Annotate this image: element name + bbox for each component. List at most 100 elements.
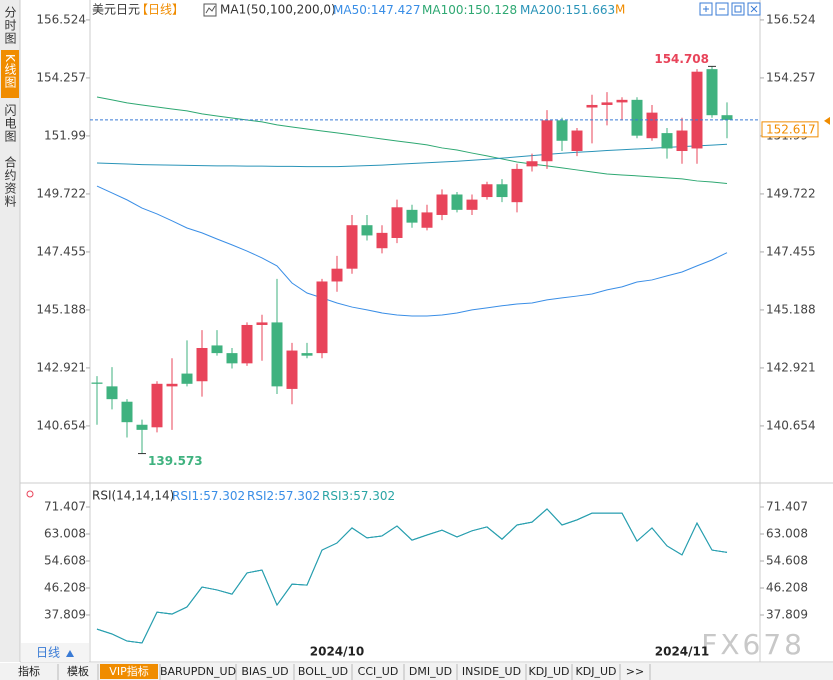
candle-body [451,194,463,210]
sidebar-tab[interactable] [1,152,19,212]
candle-body [166,383,178,387]
candle-body [361,225,373,236]
y-tick-label: 149.722 [766,186,816,200]
toolbar-item[interactable]: BIAS_UD [241,665,288,678]
sidebar-tab-label[interactable]: 分时图 [3,6,17,45]
period-tab[interactable] [21,643,89,662]
toolbar-item[interactable]: INSIDE_UD [462,665,521,678]
menu-button[interactable]: M [615,3,625,17]
y-tick-label: 63.008 [44,526,86,540]
candle-body [556,120,568,141]
y-tick-label: 154.257 [36,70,86,84]
indicator-label: MA1(50,100,200,0) [220,3,336,17]
toolbar-item-bg [100,664,158,679]
candle-body [376,232,388,249]
legend-text: MA100 [422,3,463,17]
last-price-tag [761,121,819,138]
candle-body [586,104,598,108]
candle-body [406,209,418,223]
legend-text: MA200 [520,3,561,17]
toolbar-item[interactable]: BARUPDN_UD [160,665,236,678]
sidebar-tab-label[interactable]: 闪电图 [3,104,17,143]
candle-body [496,184,508,198]
candle-body [466,199,478,210]
toolbar-item[interactable]: DMI_UD [409,665,452,678]
y-tick-label: 156.524 [36,12,86,26]
last-price-arrow [824,116,830,125]
rsi-line [96,508,728,644]
candle-body [541,120,553,162]
candle-body [391,207,403,238]
candle-body [601,102,613,105]
toolbar-item[interactable]: KDJ_UD [576,665,617,678]
y-tick-label: 37.809 [766,607,808,621]
candle-body [691,71,703,149]
legend-item: RSI3:57.302 [322,489,395,503]
min-label: 139.573 [148,454,203,468]
y-tick-label: 142.921 [766,360,816,374]
candle-body [286,350,298,389]
toolbar-item[interactable]: VIP指标 [109,664,148,678]
legend-text: : [349,489,353,503]
candle-body [511,168,523,203]
sidebar-tab-label[interactable]: 合约资料 [3,155,17,208]
y-tick-label: 140.654 [36,418,86,432]
legend-text: 57.302 [203,489,245,503]
candle-body [196,347,208,382]
y-tick-label: 71.407 [44,500,86,514]
candle-body [151,383,163,428]
candle-body [271,322,283,387]
sidebar-tab[interactable] [1,50,19,98]
window-controls [699,2,761,16]
candle-body [631,99,643,136]
period-tab-label[interactable]: 日线 [36,646,60,660]
y-tick-label: 151.99 [44,128,86,142]
toolbar-item[interactable]: CCI_UD [358,665,399,678]
candle-body [181,373,193,384]
x-tick-label: 2024/10 [310,645,364,659]
legend-item: MA200:151.663 [520,3,615,17]
y-tick-label: 140.654 [766,418,816,432]
legend-text: 151.663 [566,3,616,17]
rsi-title: RSI(14,14,14) [92,489,174,503]
max-label: 154.708 [654,52,709,66]
watermark: FX678 [701,628,805,661]
y-tick-label: 46.208 [44,580,86,594]
settings-icon[interactable] [26,490,34,498]
toolbar-item[interactable]: >> [626,665,644,678]
legend-text: : [561,3,565,17]
control-button[interactable] [715,2,729,16]
y-tick-label: 145.188 [766,302,816,316]
x-tick-label: 2024/11 [655,645,709,659]
period-label[interactable]: 【日线】 [136,3,184,17]
toolbar-item[interactable]: 模板 [67,664,89,678]
period-tab-arrow [66,650,74,657]
y-tick-label: 149.722 [36,186,86,200]
candle-body [571,130,583,152]
control-button[interactable] [747,2,761,16]
sidebar-tab-label[interactable]: K线图 [3,54,17,89]
legend-item: RSI1:57.302 [172,489,245,503]
control-button[interactable] [699,2,713,16]
candle-body [121,401,133,423]
sidebar-tab[interactable] [1,2,19,48]
candle-body [646,112,658,139]
legend-text: RSI1 [172,489,199,503]
indicator-icon[interactable] [203,3,217,17]
legend-item: MA50:147.427 [333,3,421,17]
toolbar-item[interactable]: 指标 [18,664,40,678]
sidebar-tab[interactable] [1,100,19,148]
candle-body [616,99,628,103]
y-tick-label: 145.188 [36,302,86,316]
control-button[interactable] [731,2,745,16]
toolbar-item[interactable]: KDJ_UD [529,665,570,678]
legend-item: MA100:150.128 [422,3,517,17]
y-tick-label: 54.608 [766,553,808,567]
candle-body [256,322,268,325]
toolbar-item[interactable]: BOLL_UD [298,665,348,678]
legend-text: 150.128 [468,3,518,17]
candle-body [706,69,718,116]
y-tick-label: 147.455 [36,244,86,258]
